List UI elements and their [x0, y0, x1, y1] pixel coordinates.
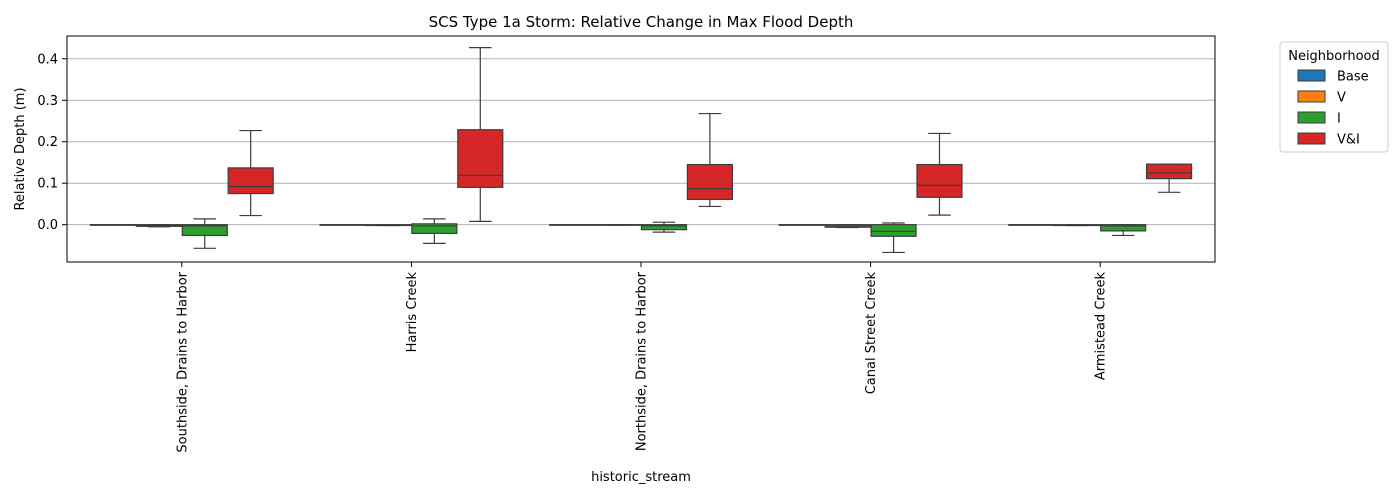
- x-axis: Southside, Drains to Harbor Harris Creek N…: [175, 262, 1108, 453]
- y-tick-label: 0.2: [37, 135, 58, 150]
- box-i: [182, 219, 227, 248]
- box-v-i: [228, 131, 273, 216]
- y-tick-label: 0.4: [37, 52, 58, 67]
- box-i: [412, 219, 457, 243]
- legend-title: Neighborhood: [1288, 49, 1380, 64]
- box-base: [779, 225, 824, 226]
- x-tick-label: Southside, Drains to Harbor: [175, 271, 190, 452]
- box-v: [825, 225, 870, 228]
- box-v: [136, 225, 181, 227]
- box-i: [641, 222, 686, 232]
- box-base: [550, 225, 595, 226]
- legend-swatch: [1298, 91, 1325, 102]
- box-base: [90, 225, 135, 226]
- legend-entry: V&I: [1337, 133, 1360, 148]
- box-base: [1009, 225, 1054, 226]
- box-iqr: [917, 165, 962, 198]
- legend-swatch: [1298, 112, 1325, 123]
- box-i: [1101, 225, 1146, 236]
- y-axis-label: Relative Depth (m): [13, 87, 28, 210]
- x-tick-label: Armistead Creek: [1094, 272, 1109, 381]
- y-tick-label: 0.1: [37, 177, 58, 192]
- box-v: [1055, 225, 1100, 226]
- box-plots: [90, 48, 1191, 253]
- chart-title: SCS Type 1a Storm: Relative Change in Ma…: [429, 13, 854, 31]
- box-iqr: [1147, 164, 1192, 179]
- x-tick-label: Northside, Drains to Harbor: [635, 271, 650, 451]
- box-v-i: [1147, 164, 1192, 192]
- y-tick-label: 0.3: [37, 94, 58, 109]
- grid-lines: [67, 59, 1215, 225]
- legend-swatch: [1298, 133, 1325, 144]
- x-axis-label: historic_stream: [591, 470, 691, 485]
- box-v-i: [458, 48, 503, 222]
- box-v: [596, 225, 641, 226]
- box-iqr: [228, 168, 273, 194]
- legend-entry: Base: [1337, 70, 1369, 85]
- box-v-i: [687, 114, 732, 207]
- box-v: [366, 225, 411, 226]
- legend-entry: I: [1337, 112, 1341, 127]
- box-iqr: [871, 225, 916, 237]
- box-iqr: [687, 165, 732, 200]
- box-iqr: [412, 224, 457, 234]
- legend: Neighborhood Base VI V&I: [1280, 42, 1388, 152]
- box-v-i: [917, 133, 962, 215]
- legend-swatch: [1298, 70, 1325, 81]
- x-tick-label: Harris Creek: [405, 272, 420, 353]
- y-tick-label: 0.0: [37, 218, 58, 233]
- x-tick-label: Canal Street Creek: [864, 272, 879, 395]
- box-iqr: [458, 130, 503, 188]
- y-axis: 0.0 0.1 0.2 0.3 0.4: [37, 52, 67, 233]
- legend-entry: V: [1337, 91, 1346, 106]
- box-base: [320, 225, 365, 226]
- box-i: [871, 223, 916, 252]
